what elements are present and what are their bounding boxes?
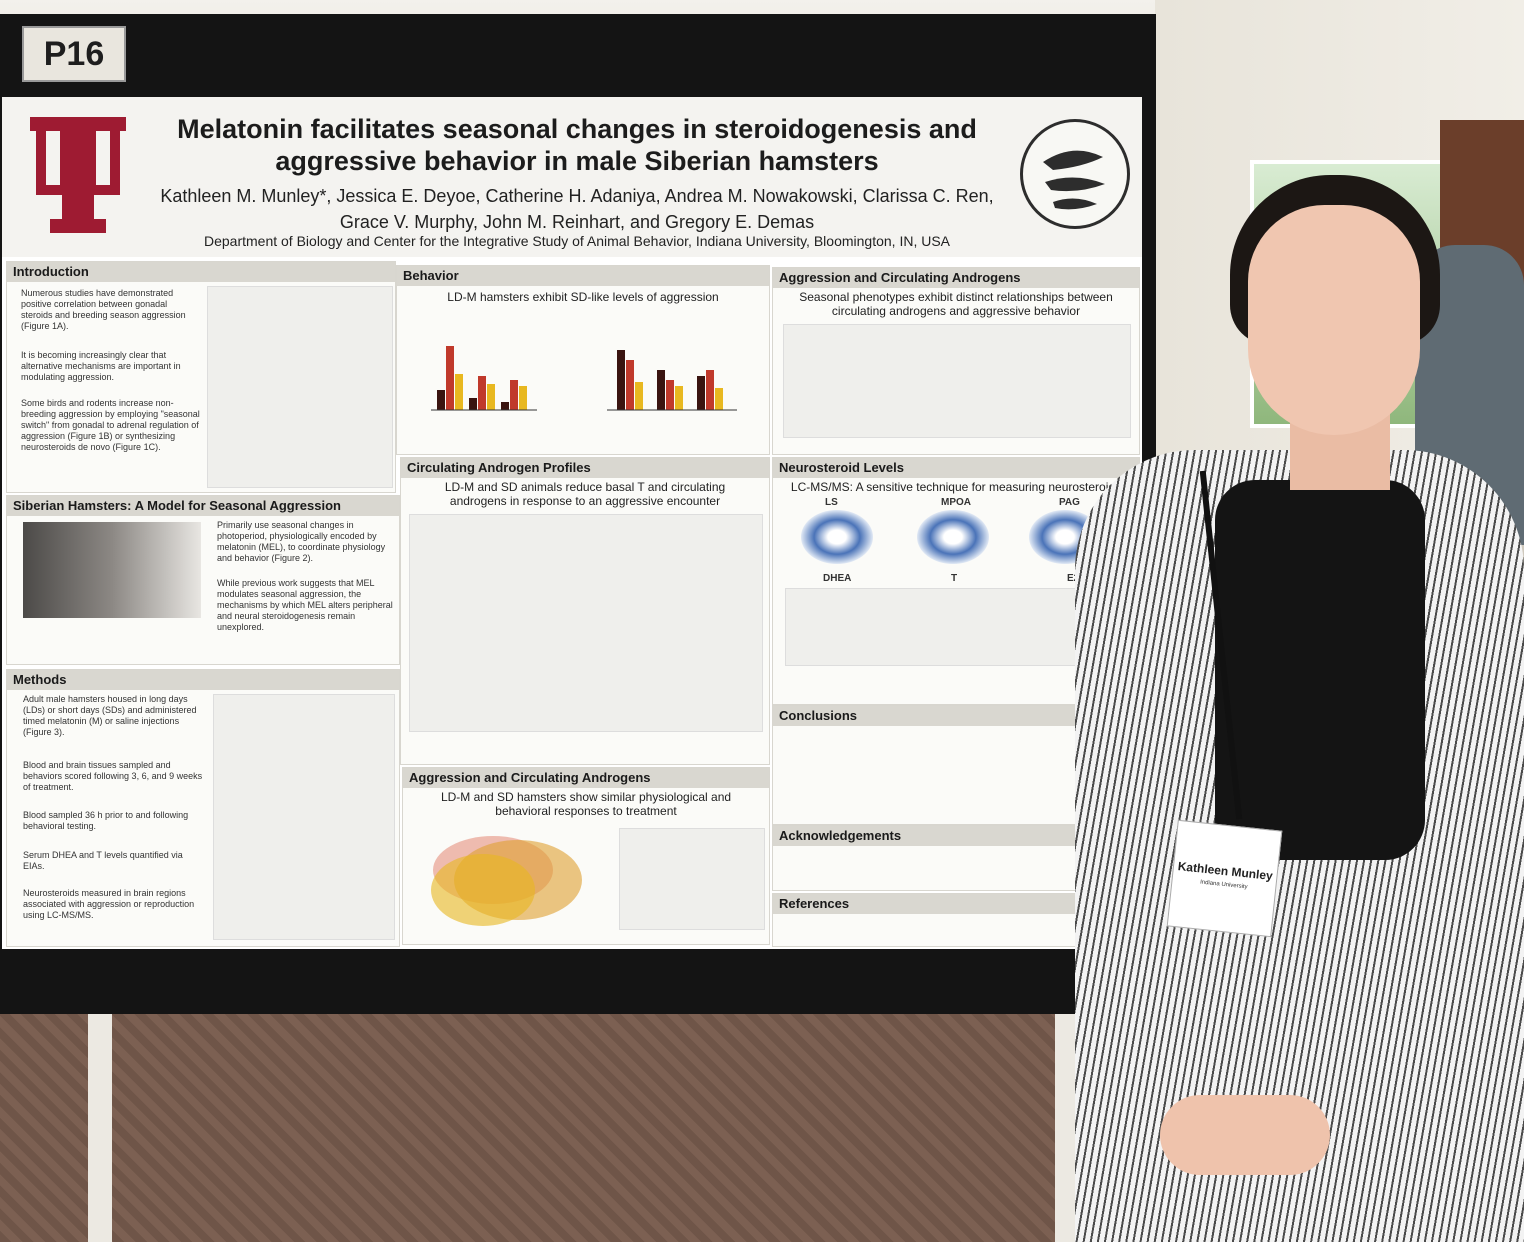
iu-logo-icon bbox=[30, 117, 126, 233]
section-heading: Acknowledgements bbox=[773, 826, 1139, 846]
poster-header: Melatonin facilitates seasonal changes i… bbox=[2, 97, 1142, 257]
name-badge: Kathleen Munley Indiana University bbox=[1166, 819, 1283, 938]
steroid-label: DHEA bbox=[823, 573, 852, 584]
behavior-panel: Behavior LD-M hamsters exhibit SD-like l… bbox=[396, 265, 770, 455]
section-heading: Introduction bbox=[7, 262, 395, 282]
section-heading: Behavior bbox=[397, 266, 769, 286]
steroid-label: T bbox=[951, 573, 958, 584]
intro-bullet: Some birds and rodents increase non-bree… bbox=[21, 398, 200, 452]
figure-6-pca-plot bbox=[431, 836, 582, 926]
siberian-bullet: While previous work suggests that MEL mo… bbox=[217, 578, 393, 632]
section-heading: Siberian Hamsters: A Model for Seasonal … bbox=[7, 496, 399, 516]
section-heading: Aggression and Circulating Androgens bbox=[773, 268, 1139, 288]
poster-authors: Kathleen M. Munley*, Jessica E. Deyoe, C… bbox=[160, 186, 994, 232]
methods-bullet: Adult male hamsters housed in long days … bbox=[23, 694, 197, 737]
methods-bullet: Blood and brain tissues sampled and beha… bbox=[23, 760, 203, 792]
section-subheading: Seasonal phenotypes exhibit distinct rel… bbox=[799, 290, 1113, 318]
methods-panel: Methods Adult male hamsters housed in lo… bbox=[6, 669, 400, 947]
poster-department: Department of Biology and Center for the… bbox=[203, 233, 951, 249]
brain-label: LS bbox=[825, 497, 838, 508]
presenter-undershirt bbox=[1215, 480, 1425, 860]
section-heading: Circulating Androgen Profiles bbox=[401, 458, 769, 478]
section-heading: Aggression and Circulating Androgens bbox=[403, 768, 769, 788]
figure-7-scatter bbox=[783, 324, 1131, 438]
booth-label: P16 bbox=[22, 26, 126, 82]
steroid-label: E2 bbox=[1067, 573, 1080, 584]
aggression-androgens-panel: Aggression and Circulating Androgens Sea… bbox=[772, 267, 1140, 455]
presenter-face bbox=[1248, 205, 1420, 435]
section-heading: Methods bbox=[7, 670, 399, 690]
methods-bullet: Serum DHEA and T levels quantified via E… bbox=[23, 850, 183, 871]
section-subheading: LC-MS/MS: A sensitive technique for meas… bbox=[790, 480, 1122, 494]
figure-4-bar-chart bbox=[431, 346, 737, 411]
conclusions-text bbox=[783, 732, 1129, 816]
siberian-bullet: Primarily use seasonal changes in photop… bbox=[217, 520, 386, 563]
intro-bullet: It is becoming increasingly clear that a… bbox=[21, 350, 181, 382]
section-subheading: LD-M and SD animals reduce basal T and c… bbox=[444, 480, 726, 508]
section-heading: Neurosteroid Levels bbox=[773, 458, 1139, 478]
brain-section-image bbox=[801, 510, 873, 564]
brain-section-image bbox=[917, 510, 989, 564]
standard-curves bbox=[785, 588, 1131, 666]
section-subheading: LD-M hamsters exhibit SD-like levels of … bbox=[447, 290, 719, 304]
cisab-logo-icon bbox=[1020, 119, 1130, 229]
section-heading: References bbox=[773, 894, 1139, 914]
board-leg bbox=[88, 1010, 112, 1242]
figure-3-schematic bbox=[213, 694, 395, 940]
methods-bullet: Neurosteroids measured in brain regions … bbox=[23, 888, 195, 920]
brain-label: MPOA bbox=[941, 497, 971, 508]
poster-title: Melatonin facilitates seasonal changes i… bbox=[177, 114, 977, 176]
siberian-hamsters-panel: Siberian Hamsters: A Model for Seasonal … bbox=[6, 495, 400, 665]
figure-5-bar-charts bbox=[409, 514, 763, 732]
intro-bullet: Numerous studies have demonstrated posit… bbox=[21, 288, 186, 331]
circulating-androgen-panel: Circulating Androgen Profiles LD-M and S… bbox=[400, 457, 770, 765]
brain-label: PAG bbox=[1059, 497, 1080, 508]
introduction-panel: Introduction Numerous studies have demon… bbox=[6, 261, 396, 493]
research-poster: Melatonin facilitates seasonal changes i… bbox=[2, 97, 1142, 949]
aggression-pca-panel: Aggression and Circulating Androgens LD-… bbox=[402, 767, 770, 945]
section-subheading: LD-M and SD hamsters show similar physio… bbox=[440, 790, 732, 818]
presenter-hands bbox=[1160, 1095, 1330, 1175]
methods-bullet: Blood sampled 36 h prior to and followin… bbox=[23, 810, 189, 831]
figure-6-caption bbox=[619, 828, 765, 930]
section-heading: Conclusions bbox=[773, 706, 1139, 726]
figure-1 bbox=[207, 286, 393, 488]
hamster-photo bbox=[23, 522, 201, 618]
